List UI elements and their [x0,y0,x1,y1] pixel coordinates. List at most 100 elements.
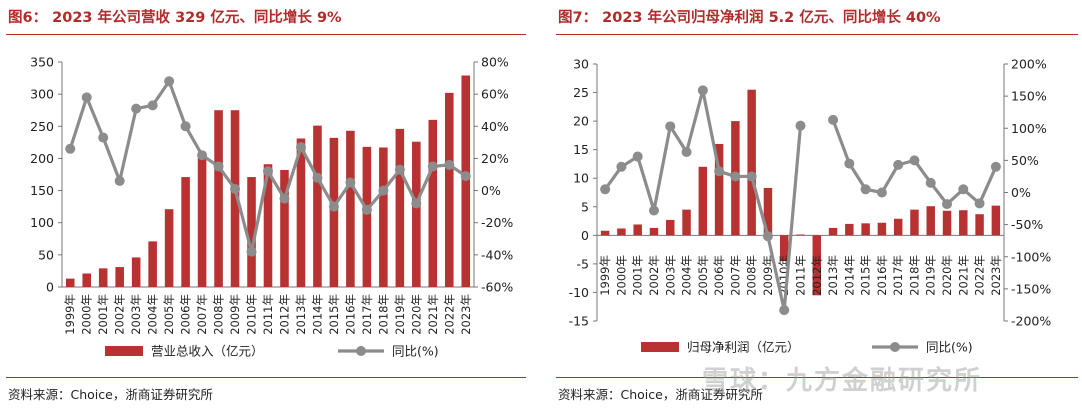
x-tick-label: 2021年 [956,255,970,296]
right-tick-label: 0% [481,183,501,198]
left-tick-label: 300 [30,87,54,102]
bar [164,209,174,287]
right-tick-label: 80% [481,55,509,70]
left-tick-label: -10 [569,285,589,300]
bar [82,273,92,287]
x-tick-label: 2014年 [310,294,324,335]
left-tick-label: 0 [46,280,54,295]
left-tick-label: 250 [30,119,54,134]
bar [131,257,141,287]
x-tick-label: 2017年 [891,255,905,296]
watermark-text: 雪球：九方金融研究所 [702,366,983,396]
revenue-chart: 0 50 100 150 200 250 300 350 -60% -40% -20% 0% 20% 40… [30,55,513,359]
yoy-point [616,161,627,172]
legend-line-marker [890,342,900,352]
bar [181,177,190,287]
left-tick-label: 20 [573,114,589,129]
yoy-point [361,204,372,215]
x-tick-label: 2022年 [442,294,456,335]
right-tick-label: 100% [1011,121,1047,136]
bar [247,177,256,287]
yoy-point [263,166,273,177]
yoy-point [779,305,790,316]
yoy-point [295,142,306,153]
bar [682,209,691,236]
source-divider [6,377,526,378]
title-divider [556,34,1078,35]
yoy-point [893,159,904,170]
left-tick-label: 350 [30,55,54,70]
yoy-point [164,76,175,87]
yoy-point [632,151,643,162]
yoy-point [81,92,92,103]
bar [763,187,773,236]
bar [633,224,642,236]
bar [926,206,935,236]
x-tick-label: 2018年 [376,294,390,335]
bar [812,235,822,296]
x-tick-label: 2015年 [859,255,873,296]
yoy-point [444,159,455,170]
bar [412,141,421,287]
x-tick-label: 2019年 [393,294,407,335]
bar [942,210,952,236]
yoy-point [730,171,741,182]
left-tick-label: 200 [30,151,54,166]
yoy-point [942,199,953,210]
figure-title: 图6： 2023 年公司营收 329 亿元、同比增长 9% [8,10,342,26]
yoy-point [378,185,389,196]
x-tick-label: 2005年 [696,255,710,296]
yoy-point [648,205,659,216]
yoy-point [600,184,611,195]
left-tick-label: 0 [581,228,589,243]
x-tick-label: 2017年 [360,294,374,335]
yoy-point [246,246,257,257]
yoy-point [925,177,936,188]
left-tick-label: -15 [569,314,589,329]
yoy-point [909,155,920,166]
bar [346,130,355,287]
legend-bar-label: 营业总收入（亿元） [151,344,264,359]
x-tick-label: 2003年 [129,294,143,335]
legend-line-label: 同比(%) [392,344,439,359]
bar [115,267,124,287]
x-tick-label: 2007年 [728,255,742,296]
yoy-point [427,161,438,172]
right-tick-label: 200% [1011,57,1047,72]
bar [698,166,708,236]
x-tick-label: 2009年 [228,294,242,335]
bar [296,138,306,287]
x-tick-label: 2002年 [113,294,127,335]
bar [280,170,289,287]
x-tick-label: 2003年 [663,255,677,296]
x-tick-label: 2020年 [409,294,423,335]
yoy-point [860,184,871,195]
bar [845,223,854,236]
right-tick-label: -20% [481,215,513,230]
yoy-point [213,161,224,172]
yoy-point [411,198,422,209]
bar [98,268,108,287]
x-tick-label: 2011年 [794,255,808,296]
x-tick-label: 2002年 [647,255,661,296]
right-tick-label: -150% [1011,281,1051,296]
x-tick-label: 2000年 [614,255,628,296]
bar [65,278,75,287]
bar [910,209,919,236]
yoy-point [279,193,290,204]
yoy-point [681,147,692,158]
bar [877,222,887,236]
x-tick-label: 2011年 [261,294,275,335]
x-tick-label: 2023年 [989,255,1003,296]
x-tick-label: 2006年 [712,255,726,296]
legend-line-label: 同比(%) [926,340,973,355]
bar [779,235,789,262]
yoy-point [746,171,757,182]
right-tick-label: 150% [1011,89,1047,104]
yoy-point [230,183,241,194]
bar [428,119,438,287]
title-divider [6,34,526,35]
bar [796,234,805,236]
left-tick-label: 150 [30,183,54,198]
left-tick-label: 5 [581,199,589,214]
